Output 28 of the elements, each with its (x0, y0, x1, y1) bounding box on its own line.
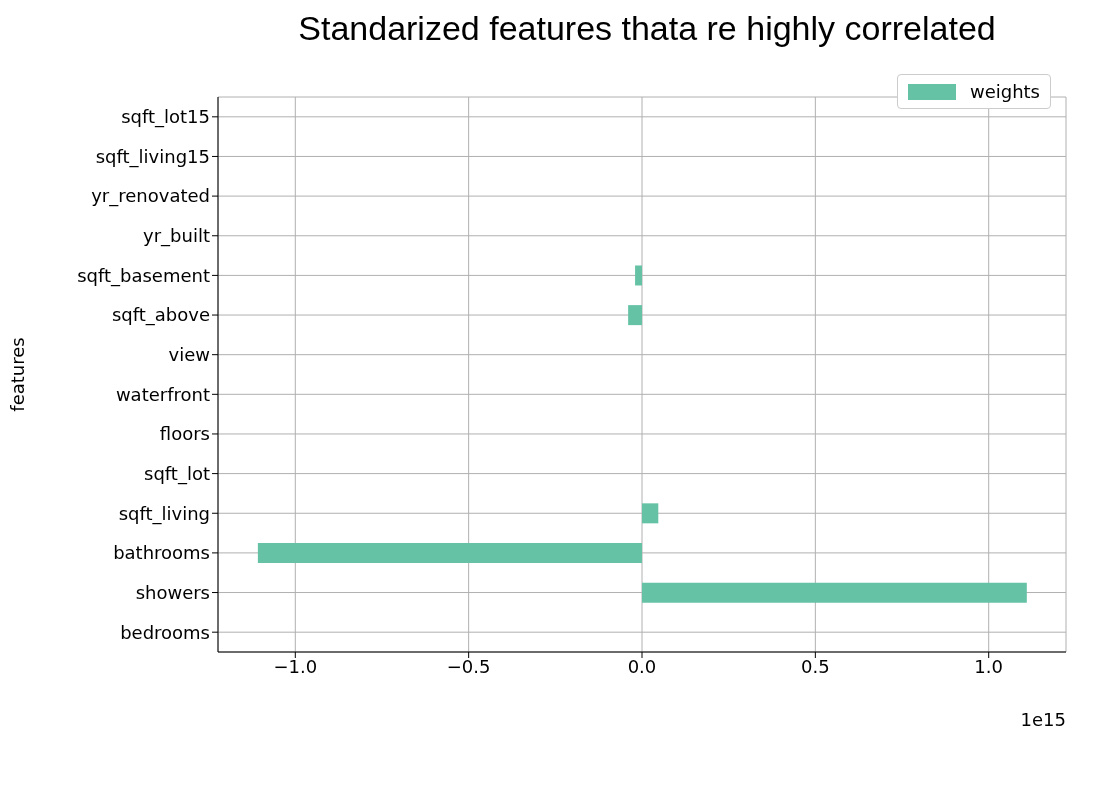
bar (635, 265, 642, 286)
y-tick-label: sqft_living (118, 502, 210, 525)
bar (642, 582, 1027, 603)
y-axis-title: features (7, 337, 29, 412)
y-tick-label: sqft_lot (144, 463, 210, 485)
x-tick-label: −1.0 (273, 655, 318, 677)
y-tick-label: yr_renovated (91, 185, 210, 208)
chart-title: Standarized features thata re highly correlated (297, 8, 997, 48)
bar (628, 305, 642, 326)
y-tick-label: view (168, 344, 210, 366)
y-tick-label: yr_built (143, 225, 210, 248)
text: 1e15 (1020, 709, 1066, 730)
y-tick-label: floors (159, 423, 210, 445)
x-tick-label: 0.5 (801, 655, 830, 677)
y-tick-label: bathrooms (113, 542, 210, 564)
y-tick-label: showers (135, 581, 210, 603)
y-tick-label: sqft_above (111, 304, 210, 327)
y-tick-label: sqft_lot15 (121, 106, 210, 129)
bar (257, 542, 642, 563)
bar (642, 503, 659, 524)
y-tick-label: waterfront (115, 383, 210, 405)
x-tick-label: 1.0 (974, 655, 1004, 677)
y-tick-label: bedrooms (120, 621, 210, 643)
y-tick-label: sqft_basement (77, 264, 210, 287)
legend-label: weights (969, 81, 1040, 102)
x-tick-label: −0.5 (446, 655, 491, 677)
x-tick-label: 0.0 (627, 655, 657, 677)
y-tick-label: sqft_living15 (95, 145, 210, 168)
